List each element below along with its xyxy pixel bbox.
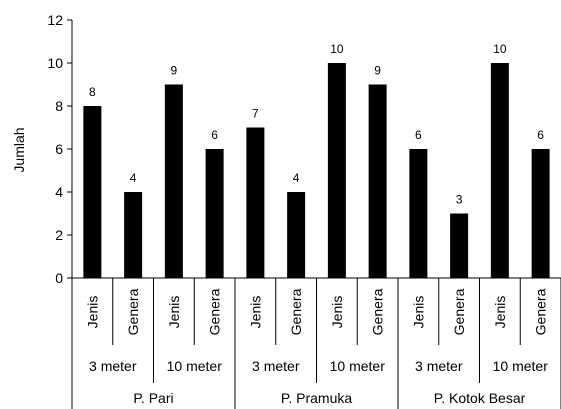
y-tick-label: 0 [55, 270, 63, 286]
data-label: 3 [456, 193, 463, 207]
depth-group-label: 10 meter [167, 358, 223, 374]
bar [205, 149, 224, 278]
x-category-label: Genera [125, 288, 141, 335]
x-category-label: Jenis [166, 296, 182, 329]
depth-group-label: 10 meter [493, 358, 549, 374]
data-label: 6 [537, 128, 544, 142]
x-category-label: Genera [288, 288, 304, 335]
depth-group-label: 10 meter [330, 358, 386, 374]
bars: 8 4 9 6 7 4 10 9 6 3 10 6 [83, 42, 550, 278]
data-label: 7 [252, 107, 259, 121]
x-category-label: Jenis [492, 296, 508, 329]
y-tick-label: 4 [55, 184, 63, 200]
island-group-label: P. Pari [133, 390, 173, 406]
data-label: 9 [171, 64, 178, 78]
y-tick-label: 6 [55, 141, 63, 157]
x-axis: Jenis Genera Jenis Genera Jenis Genera Jenis Ge… [71, 277, 561, 409]
y-tick-label: 8 [55, 98, 63, 114]
bar [450, 213, 469, 278]
island-group-label: P. Kotok Besar [434, 390, 526, 406]
data-label: 4 [130, 171, 137, 185]
bar [409, 149, 428, 278]
x-category-label: Genera [451, 288, 467, 335]
bar [368, 84, 387, 278]
data-label: 8 [89, 85, 96, 99]
bar [124, 192, 143, 278]
bar [287, 192, 306, 278]
bar [490, 63, 509, 278]
data-label: 10 [330, 42, 344, 56]
bar [531, 149, 550, 278]
bar [327, 63, 346, 278]
depth-group-label: 3 meter [89, 358, 137, 374]
bar [83, 106, 102, 278]
x-category-label: Jenis [410, 296, 426, 329]
island-group-label: P. Pramuka [281, 390, 353, 406]
y-axis: 0 2 4 6 8 10 12 [47, 12, 73, 286]
x-category-label: Genera [370, 288, 386, 335]
y-tick-label: 2 [55, 227, 63, 243]
x-category-label: Jenis [84, 296, 100, 329]
x-category-label: Genera [533, 288, 549, 335]
data-label: 9 [374, 64, 381, 78]
data-label: 10 [493, 42, 507, 56]
depth-group-label: 3 meter [252, 358, 300, 374]
data-label: 6 [211, 128, 218, 142]
x-category-label: Jenis [247, 296, 263, 329]
data-label: 6 [415, 128, 422, 142]
y-tick-label: 12 [47, 12, 63, 28]
bar [246, 127, 265, 278]
y-tick-label: 10 [47, 55, 63, 71]
x-category-label: Genera [207, 288, 223, 335]
x-category-label: Jenis [329, 296, 345, 329]
y-axis-label: Jumlah [11, 127, 27, 172]
depth-group-label: 3 meter [415, 358, 463, 374]
data-label: 4 [293, 171, 300, 185]
bar [164, 84, 183, 278]
